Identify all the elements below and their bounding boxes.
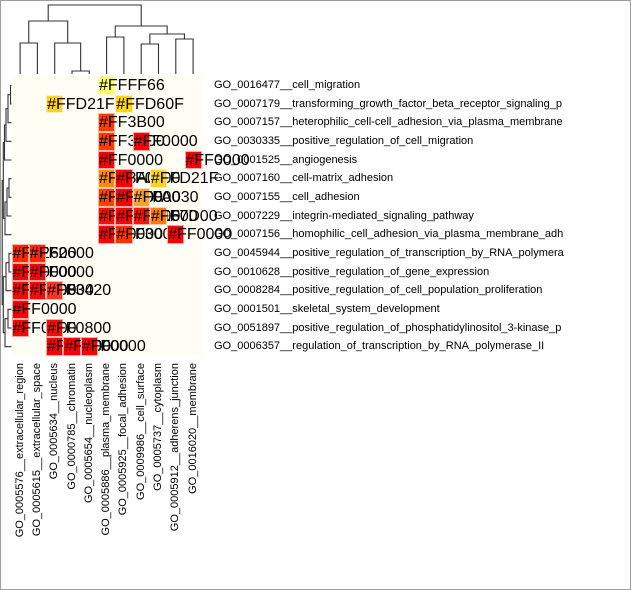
heatmap-cell: #FF0000	[115, 188, 180, 207]
row-label: GO_0007160__cell-matrix_adhesion	[214, 172, 394, 185]
column-dendrogram	[19, 4, 194, 74]
dendrogram-branch	[47, 4, 142, 26]
dendrogram-branch	[19, 42, 38, 74]
row-label: GO_0001501__skeletal_system_development	[214, 302, 440, 315]
heatmap-cell: #FF0000	[115, 206, 180, 226]
heatmap-cell: #FFD60F	[115, 94, 184, 114]
dendrogram-branch	[175, 38, 194, 74]
column-label: GO_0005654__nucleoplasm	[82, 362, 95, 503]
heatmap-cell: #FF0000	[115, 169, 180, 188]
heatmap-cell: #FF0000	[11, 300, 77, 319]
heatmap-cell: #FF0800	[11, 281, 77, 300]
heatmap-cell: #FF0000	[46, 337, 111, 356]
heatmap-cell: #FF0800	[46, 318, 111, 338]
dendrogram-branch	[106, 36, 125, 74]
dendrogram-branch	[149, 33, 185, 44]
dendrogram-branch	[1, 179, 4, 306]
column-label: GO_0009986__cell_surface	[134, 362, 147, 500]
heatmap-cell: #FF3B00	[98, 132, 165, 151]
heatmap-cell: #FF3B00	[98, 113, 165, 132]
column-label: GO_0005634__nucleus	[48, 362, 61, 479]
column-label: GO_0005737__cytoplasm	[152, 362, 165, 491]
dendrogram-branch	[2, 141, 5, 219]
heatmap-cell: #FF4200	[98, 188, 163, 207]
dendrogram-branch	[114, 25, 168, 37]
heatmap-cell: #FFA030	[132, 188, 199, 207]
heatmap-cell: #FF0000	[63, 337, 128, 356]
heatmap-cell: #FF0000	[132, 132, 198, 151]
row-label: GO_0030335__positive_regulation_of_cell_…	[214, 134, 474, 147]
heatmap-cell: #FF2600	[28, 244, 94, 263]
column-label: GO_0005615__extracellular_space	[30, 362, 43, 536]
heatmap-cell: #FF0000	[184, 150, 250, 170]
row-label: GO_0010628__positive_regulation_of_gene_…	[214, 265, 490, 278]
row-label: GO_0007155__cell_adhesion	[214, 190, 360, 203]
heatmap-cell: #FF7D00	[149, 206, 218, 226]
column-label: GO_0000785__chromatin	[65, 362, 78, 490]
heatmap-cell: #FF1500	[132, 206, 198, 226]
row-label: GO_0007179__transforming_growth_factor_b…	[214, 97, 562, 110]
dendrogram-branch	[3, 124, 12, 161]
row-label: GO_0045944__positive_regulation_of_trans…	[214, 246, 564, 259]
dendrogram-branch	[54, 42, 82, 74]
heatmap-cell: #FF3000	[115, 225, 180, 244]
row-label: GO_0001525__angiogenesis	[214, 153, 358, 166]
column-label: GO_0016020__membrane	[186, 362, 199, 494]
row-dendrogram	[1, 84, 12, 348]
heatmap-cell: #FF0000	[11, 262, 77, 282]
dendrogram-branch	[2, 276, 6, 334]
column-label: GO_0005912__adherens_junction	[169, 362, 182, 531]
dendrogram-branch	[71, 70, 90, 74]
row-label: GO_0007156__homophilic_cell_adhesion_via…	[214, 228, 564, 241]
heatmap-cell: #FF3420	[46, 281, 111, 300]
heatmap-cell: #FFD21F	[46, 94, 115, 114]
heatmap-cell: #FF0000	[167, 225, 232, 244]
heatmap-cell: #FF0800	[28, 281, 94, 300]
heatmap-cell: #FF0000	[28, 262, 94, 282]
row-label: GO_0051897__positive_regulation_of_phosp…	[214, 321, 562, 334]
heatmap-cell: #FF0F00	[98, 206, 164, 226]
heatmap-cell: #FF0000	[98, 225, 163, 244]
heatmap-cell: #FF0000	[11, 318, 77, 338]
dendrogram-branch	[28, 20, 69, 43]
heatmap-cell: #FF2600	[11, 244, 77, 263]
row-label: GO_0007229__integrin-mediated_signaling_…	[214, 209, 474, 222]
row-label: GO_0007157__heterophilic_cell-cell_adhes…	[214, 116, 563, 129]
column-label: GO_0005886__plasma_membrane	[100, 362, 113, 535]
heatmap-cell: #FF0000	[80, 337, 146, 356]
dendrogram-branch	[140, 43, 160, 74]
row-label: GO_0016477__cell_migration	[214, 78, 361, 91]
heatmap-cell: #FFD21F	[149, 169, 218, 188]
column-label: GO_0005925__focal_adhesion	[117, 362, 130, 515]
column-label: GO_0005576__extracellular_region	[13, 362, 26, 537]
heatmap-cell: #FF8A00	[98, 169, 165, 188]
heatmap-cell: #FFFF66	[98, 76, 165, 95]
row-label: GO_0008284__positive_regulation_of_cell_…	[214, 284, 543, 297]
heatmap-cell: #FF0000	[98, 150, 163, 170]
row-label: GO_0006357__regulation_of_transcription_…	[214, 340, 545, 353]
